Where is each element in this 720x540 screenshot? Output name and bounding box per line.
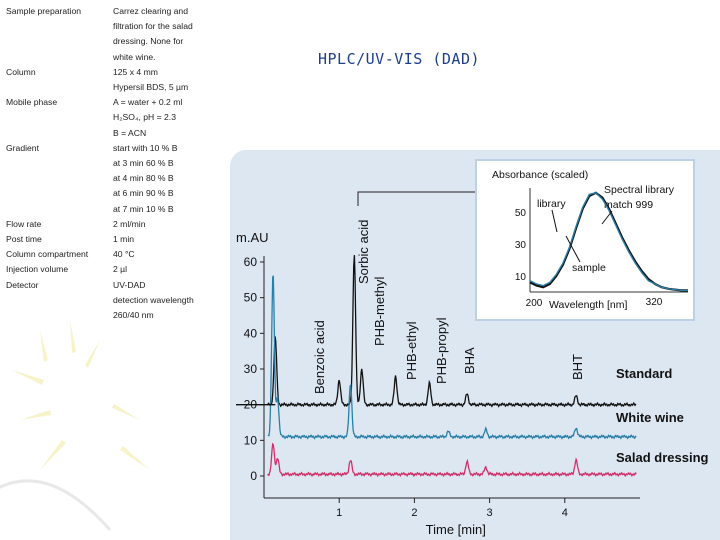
absorbance-spectrum-inset: 10 30 50 200 320 Wavelength [nm] Absorbance (s… xyxy=(475,159,695,321)
spectrum-callout xyxy=(357,191,478,206)
parameter-label: Mobile phase xyxy=(6,97,58,108)
inset-annotation: Spectral library xyxy=(604,184,675,196)
parameter-row: Gradient start with 10 % B at 3 min 60 % B… xyxy=(6,141,228,217)
parameter-value-line: dressing. None for xyxy=(113,36,184,47)
slide-title: HPLC/UV-VIS (DAD) xyxy=(318,50,481,68)
parameter-label: Column xyxy=(6,66,36,77)
peak-label: PHB-ethyl xyxy=(404,321,419,380)
inset-pointer xyxy=(601,210,613,225)
inset-title: Absorbance (scaled) xyxy=(492,169,588,181)
parameter-value: start with 10 % B at 3 min 60 % B at 4 min… xyxy=(113,141,228,217)
parameter-value-line: UV-DAD xyxy=(113,279,146,290)
parameter-value-line: Carrez clearing and xyxy=(113,6,188,16)
method-parameters-table: Sample preparation Carrez clearing and fil… xyxy=(6,4,228,323)
parameter-row: Injection volume 2 µl xyxy=(6,262,228,277)
parameter-label: Sample preparation xyxy=(6,6,82,16)
parameter-value-line: filtration for the salad xyxy=(113,21,193,32)
parameter-label: Post time xyxy=(6,234,42,245)
parameter-value-line: Hypersil BDS, 5 µm xyxy=(113,82,189,93)
y-tick-label: 0 xyxy=(250,469,257,483)
peak-label: Sorbic acid xyxy=(356,220,371,284)
parameter-value-line: start with 10 % B xyxy=(113,142,178,153)
inset-y-tick-label: 10 xyxy=(515,272,527,283)
y-tick-label: 40 xyxy=(244,326,258,340)
parameter-value-line: at 7 min 10 % B xyxy=(113,203,174,214)
peak-label: BHA xyxy=(462,347,477,374)
parameter-value-line: A = water + 0.2 ml xyxy=(113,97,183,108)
parameter-value-line: 125 x 4 mm xyxy=(113,66,158,77)
x-axis-label: Time [min] xyxy=(426,522,486,537)
parameter-value-line: detection wavelength xyxy=(113,294,194,305)
parameter-value: 2 µl xyxy=(113,262,228,277)
x-tick-label: 3 xyxy=(487,507,493,519)
inset-series-label: sample xyxy=(572,262,606,274)
peak-label: BHT xyxy=(570,354,585,380)
inset-y-tick-label: 50 xyxy=(515,208,527,219)
parameter-value: 1 min xyxy=(113,232,228,247)
parameter-row: Detector UV-DAD detection wavelength 260/40… xyxy=(6,278,228,324)
x-tick-label: 4 xyxy=(562,507,568,519)
parameter-value-line: 2 µl xyxy=(113,264,128,275)
peak-label: Benzoic acid xyxy=(312,320,327,394)
inset-x-axis-label: Wavelength [nm] xyxy=(549,299,627,311)
parameter-value: 40 °C xyxy=(113,247,228,262)
parameter-value-line: at 3 min 60 % B xyxy=(113,158,174,169)
parameter-value: 125 x 4 mm Hypersil BDS, 5 µm xyxy=(113,65,228,95)
peak-label: PHB-methyl xyxy=(372,277,387,346)
decorative-burst-icon xyxy=(0,320,150,531)
x-tick-label: 2 xyxy=(411,507,417,519)
inset-x-tick-label: 200 xyxy=(526,298,543,309)
inset-x-tick-label: 320 xyxy=(646,297,663,308)
inset-series-line xyxy=(529,192,688,292)
series-label: Salad dressing xyxy=(616,450,709,465)
inset-annotation: match 999 xyxy=(604,199,653,211)
parameter-label: Detector xyxy=(6,279,39,290)
y-tick-label: 10 xyxy=(244,433,258,447)
parameter-row: Sample preparation Carrez clearing and fil… xyxy=(6,4,228,65)
parameter-row: Column 125 x 4 mm Hypersil BDS, 5 µm xyxy=(6,65,228,95)
inset-y-tick-label: 30 xyxy=(515,240,527,251)
parameter-value-line: B = ACN xyxy=(113,127,147,138)
parameter-row: Flow rate 2 ml/min xyxy=(6,217,228,232)
parameter-row: Post time 1 min xyxy=(6,232,228,247)
parameter-value: UV-DAD detection wavelength 260/40 nm xyxy=(113,278,228,324)
parameter-value: 2 ml/min xyxy=(113,217,228,232)
parameter-row: Column compartment 40 °C xyxy=(6,247,228,262)
callout-bracket xyxy=(357,191,478,206)
peak-label: PHB-propyl xyxy=(434,317,449,384)
parameter-label: Flow rate xyxy=(6,218,42,229)
series-line xyxy=(267,255,637,408)
series-label: White wine xyxy=(616,410,684,425)
x-tick-label: 1 xyxy=(336,507,342,519)
series-line xyxy=(267,275,637,440)
parameter-value-line: at 6 min 90 % B xyxy=(113,188,174,199)
parameter-value: A = water + 0.2 ml H₂SO₄, pH = 2.3 B = ACN xyxy=(113,95,228,141)
parameter-value-line: 2 ml/min xyxy=(113,218,146,229)
inset-frame xyxy=(475,159,695,321)
parameter-value-line: H₂SO₄, pH = 2.3 xyxy=(113,112,176,123)
parameter-value: Carrez clearing and filtration for the sa… xyxy=(113,4,228,65)
series-line xyxy=(267,442,637,478)
parameter-label: Injection volume xyxy=(6,264,69,275)
chromatogram-labels: Standard White wine Salad dressing Benzoic … xyxy=(312,220,709,465)
y-tick-label: 50 xyxy=(244,291,258,305)
parameter-value-line: 1 min xyxy=(113,234,135,245)
parameter-label: Gradient xyxy=(6,142,39,153)
parameter-row: Mobile phase A = water + 0.2 ml H₂SO₄, pH … xyxy=(6,95,228,141)
y-tick-label: 60 xyxy=(244,255,258,269)
parameter-label: Column compartment xyxy=(6,249,89,260)
inset-series-label: library xyxy=(537,198,566,210)
y-tick-label: 30 xyxy=(244,362,258,376)
parameter-value-line: at 4 min 80 % B xyxy=(113,173,174,184)
parameter-value-line: white wine. xyxy=(113,51,156,62)
inset-pointer xyxy=(551,209,558,233)
y-axis-label: m.AU xyxy=(236,230,269,245)
inset-pointer xyxy=(565,235,581,263)
parameter-value-line: 40 °C xyxy=(113,249,135,260)
series-label: Standard xyxy=(616,366,672,381)
parameter-value-line: 260/40 nm xyxy=(113,310,154,321)
chromatogram-series xyxy=(236,255,637,478)
